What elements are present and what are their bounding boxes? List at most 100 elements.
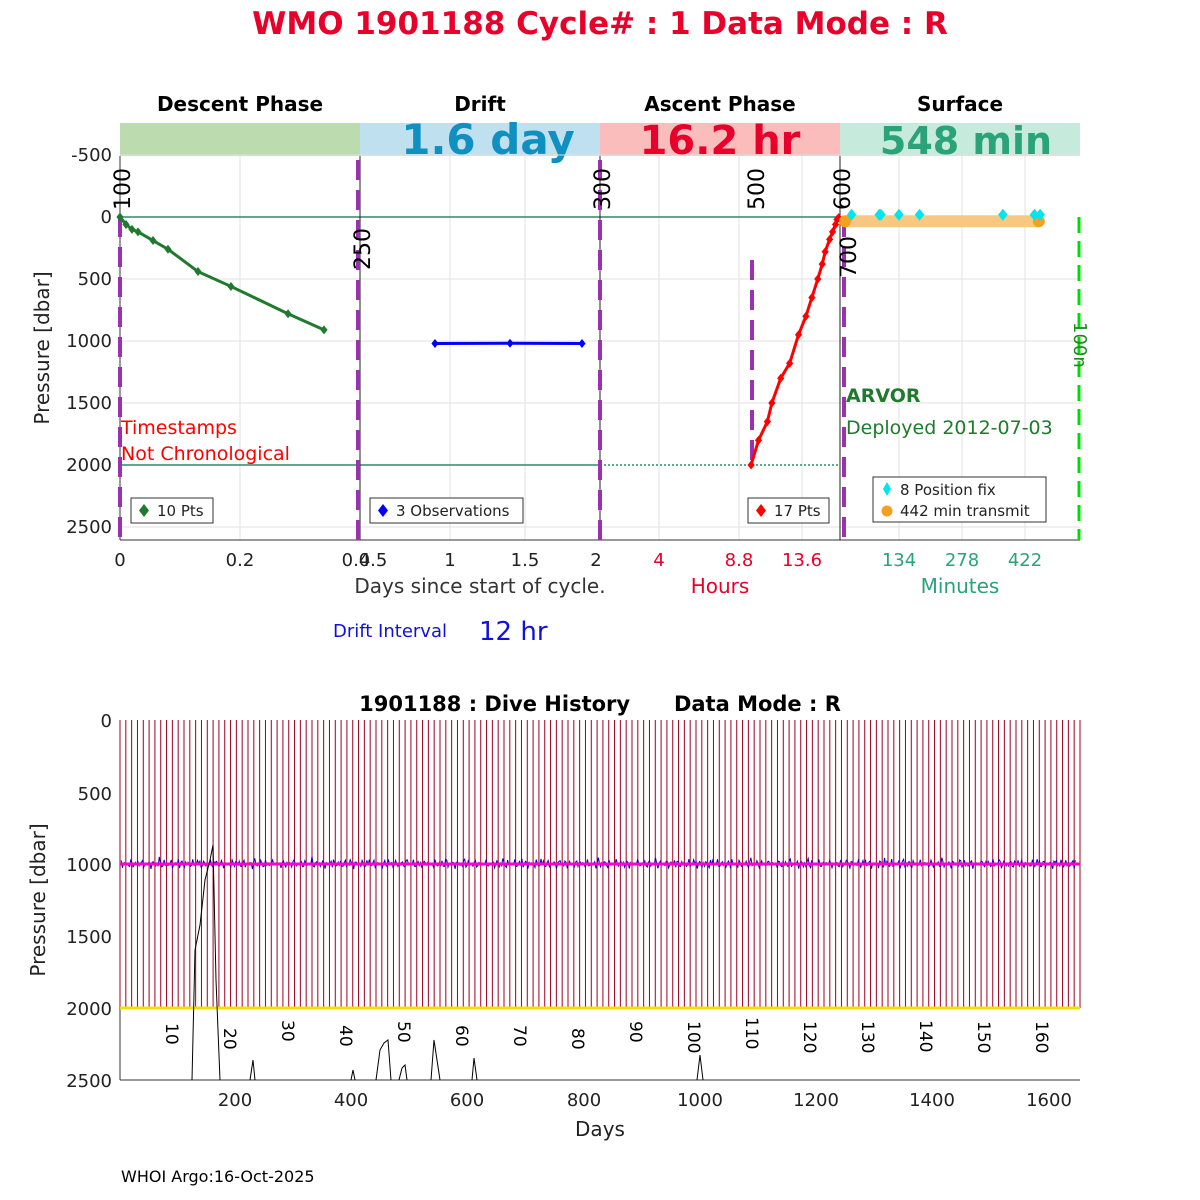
x-tick-label: 0.4 [342, 550, 371, 571]
ascent-point [777, 373, 785, 383]
top-y-label: Pressure [dbar] [30, 271, 54, 424]
ascent-point [826, 234, 834, 244]
cycle-label: 100 [683, 1021, 703, 1053]
ascent-point [834, 213, 843, 223]
x-tick-label: 278 [945, 550, 979, 571]
ascent-point [828, 227, 837, 237]
history-bottom-trace [249, 1059, 256, 1081]
depth-mark-700: 700 [837, 236, 862, 278]
descent-point [164, 244, 172, 254]
x-tick-label: 13.6 [782, 550, 822, 571]
position-fix-legend-label: 8 Position fix [900, 481, 996, 499]
cycle-label: 20 [219, 1028, 239, 1050]
y-tick-label: 2500 [66, 1071, 112, 1092]
ascent-point [794, 330, 803, 340]
x-tick-label: 8.8 [725, 550, 754, 571]
position-fix-point [846, 208, 857, 221]
cycle-label: 50 [393, 1021, 413, 1043]
ascent-band [600, 123, 840, 156]
x-tick-label: 1.5 [511, 550, 540, 571]
cycle-label: 10 [161, 1023, 181, 1045]
x-tick-label: 0.2 [226, 550, 255, 571]
descent-legend-marker [139, 504, 149, 517]
drift-band [360, 123, 600, 156]
cycle-label: 30 [277, 1020, 297, 1042]
position-fix-point [876, 208, 886, 221]
top-x-label: Days since start of cycle. [354, 574, 605, 598]
ascent-points [747, 213, 843, 470]
surface-x-label: Minutes [921, 574, 1000, 598]
cycle-chart: Descent Phase Drift Ascent Phase Surface… [30, 92, 1090, 598]
cycle-label: 60 [451, 1025, 471, 1047]
drift-point [431, 338, 439, 348]
timestamp-warning-line2: Not Chronological [121, 443, 290, 465]
surface-header: Surface [917, 92, 1003, 116]
cycle-label: 70 [509, 1025, 529, 1047]
cycle-label: 40 [335, 1025, 355, 1047]
surface-legend: 8 Position fix 442 min transmit [872, 476, 1047, 523]
history-bottom-trace [191, 844, 221, 1081]
y-tick-label: 500 [78, 269, 112, 290]
x-tick-label: 800 [567, 1090, 601, 1111]
y-tick-label: 0 [101, 711, 112, 732]
descent-line [118, 216, 325, 332]
position-fix-point [1035, 208, 1045, 221]
ascent-point [831, 219, 840, 229]
position-fix-legend-marker [883, 482, 891, 496]
drift-duration: 1.6 day [401, 115, 575, 164]
position-fix-points [846, 208, 1045, 221]
drift-legend: 3 Observations [369, 497, 524, 524]
depth-mark-600: 600 [831, 168, 856, 210]
history-bottom-trace [375, 1039, 392, 1081]
cycle-label: 120 [799, 1021, 819, 1053]
transmit-legend-marker [881, 505, 893, 517]
history-cycle-labels: 10 20 30 40 50 60 70 80 90 100 110 120 1… [161, 1017, 1051, 1053]
cycle-label: 160 [1031, 1021, 1051, 1053]
history-bottom-trace [430, 1039, 441, 1081]
ascent-legend-marker [756, 504, 766, 517]
depth-mark-500: 500 [745, 168, 770, 210]
history-y-label: Pressure [dbar] [26, 823, 50, 976]
cycle-label: 90 [625, 1021, 645, 1043]
x-tick-label: 1 [444, 550, 455, 571]
timestamp-warning-line1: Timestamps [120, 417, 237, 439]
drift-point [506, 338, 514, 348]
x-tick-label: 200 [218, 1090, 252, 1111]
figure-title: WMO 1901188 Cycle# : 1 Data Mode : R [252, 6, 948, 42]
descent-header: Descent Phase [157, 92, 323, 116]
top-x-ticks: 0 0.2 0.4 0.5 1 1.5 2 4 8.8 13.6 134 278… [114, 550, 1042, 571]
drift-legend-label: 3 Observations [396, 502, 510, 520]
ascent-header: Ascent Phase [644, 92, 795, 116]
drift-interval-value: 12 hr [479, 617, 548, 647]
depth-mark-250: 250 [351, 228, 376, 270]
cycle-label: 150 [973, 1021, 993, 1053]
ascent-legend-label: 17 Pts [774, 502, 821, 520]
y-tick-label: 1500 [66, 927, 112, 948]
position-fix-point [1029, 208, 1040, 221]
descent-point [122, 219, 130, 229]
top-y-ticks: -500 0 500 1000 1500 2000 2500 [66, 145, 112, 538]
ascent-point [754, 435, 763, 445]
ascent-point [763, 417, 772, 427]
x-tick-label: 600 [450, 1090, 484, 1111]
y-tick-label: 1500 [66, 393, 112, 414]
y-tick-label: 1000 [66, 331, 112, 352]
x-tick-label: 1000 [677, 1090, 723, 1111]
drift-point [578, 338, 586, 348]
history-bottom-trace [696, 1054, 704, 1081]
x-tick-label: 400 [334, 1090, 368, 1111]
surface-limit-label: 100n [1069, 322, 1090, 368]
drift-interval-label: Drift Interval [333, 621, 447, 642]
depth-mark-300: 300 [591, 168, 616, 210]
history-x-label: Days [575, 1117, 625, 1141]
descent-point [128, 224, 136, 234]
history-bottom-trace [350, 1069, 356, 1081]
y-tick-label: 2000 [66, 999, 112, 1020]
descent-point [284, 309, 292, 319]
cycle-label: 110 [741, 1017, 761, 1049]
ascent-point [802, 311, 810, 321]
footer-credit: WHOI Argo:16-Oct-2025 [121, 1167, 315, 1186]
position-fix-point [894, 208, 904, 221]
history-bottom-trace [398, 1063, 408, 1081]
transmit-legend-label: 442 min transmit [900, 502, 1030, 520]
